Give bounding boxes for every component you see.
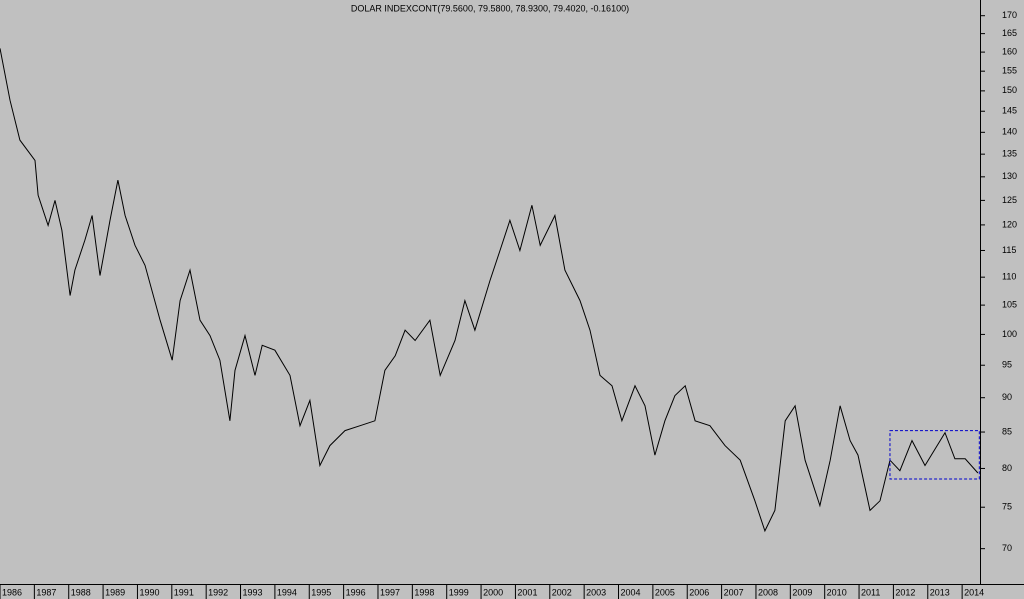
y-tick-label: 170 [1002, 10, 1017, 20]
x-tick-label: 2012 [895, 587, 915, 597]
y-tick-label: 125 [1002, 195, 1017, 205]
y-tick-label: 90 [1002, 392, 1012, 402]
chart-title: DOLAR INDEXCONT(79.5600, 79.5800, 78.930… [351, 3, 629, 13]
x-tick-label: 2006 [689, 587, 709, 597]
y-tick-label: 120 [1002, 219, 1017, 229]
y-tick-label: 115 [1002, 245, 1016, 255]
x-tick-label: 2010 [827, 587, 847, 597]
y-tick-label: 150 [1002, 85, 1017, 95]
x-tick-label: 1987 [36, 587, 56, 597]
x-tick-label: 1990 [139, 587, 159, 597]
x-tick-label: 1986 [2, 587, 22, 597]
x-tick-label: 1993 [243, 587, 263, 597]
x-tick-label: 1994 [277, 587, 297, 597]
x-tick-label: 2007 [724, 587, 744, 597]
x-tick-label: 2003 [586, 587, 606, 597]
x-tick-label: 2008 [758, 587, 778, 597]
y-tick-label: 105 [1002, 299, 1017, 309]
x-tick-label: 1995 [311, 587, 331, 597]
price-line [0, 48, 979, 533]
y-tick-label: 110 [1002, 272, 1016, 282]
x-tick-label: 2013 [930, 587, 950, 597]
y-tick-label: 80 [1002, 463, 1012, 473]
x-tick-label: 2000 [483, 587, 503, 597]
y-tick-label: 130 [1002, 171, 1017, 181]
x-tick-label: 1999 [449, 587, 469, 597]
x-tick-label: 2004 [621, 587, 641, 597]
y-tick-label: 135 [1002, 149, 1017, 159]
y-tick-label: 165 [1002, 28, 1017, 38]
highlight-box [889, 430, 980, 480]
x-tick-label: 1988 [71, 587, 91, 597]
x-tick-label: 1992 [208, 587, 228, 597]
x-tick-label: 1996 [346, 587, 366, 597]
x-tick-label: 1989 [105, 587, 125, 597]
y-tick-label: 155 [1002, 66, 1017, 76]
y-tick-label: 70 [1002, 543, 1012, 553]
y-tick-label: 95 [1002, 360, 1012, 370]
x-tick-label: 2002 [552, 587, 572, 597]
y-tick-label: 75 [1002, 502, 1012, 512]
y-tick-label: 85 [1002, 426, 1012, 436]
x-tick-label: 2005 [655, 587, 675, 597]
y-tick-label: 145 [1002, 106, 1017, 116]
x-tick-label: 2001 [517, 587, 537, 597]
y-tick-label: 140 [1002, 127, 1017, 137]
x-tick-label: 1997 [380, 587, 400, 597]
x-tick-label: 2014 [964, 587, 984, 597]
x-tick-label: 2009 [792, 587, 812, 597]
y-tick-label: 100 [1002, 329, 1017, 339]
x-tick-label: 2011 [861, 587, 880, 597]
x-tick-label: 1991 [174, 587, 194, 597]
x-tick-label: 1998 [414, 587, 434, 597]
y-tick-label: 160 [1002, 46, 1017, 56]
